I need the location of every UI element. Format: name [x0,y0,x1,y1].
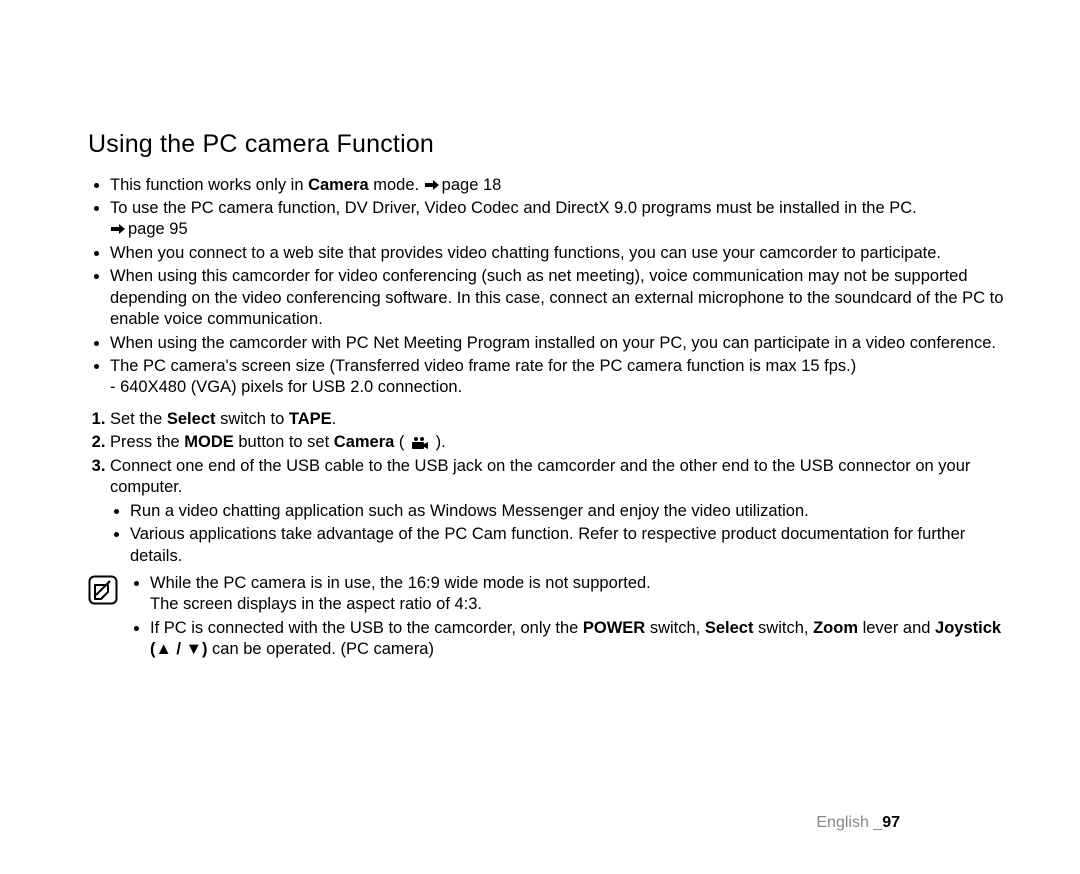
step-item: Connect one end of the USB cable to the … [110,456,1016,567]
text: can be operated. (PC camera) [207,640,434,658]
page-footer: English _97 [816,813,900,834]
bullet-item: This function works only in Camera mode.… [110,175,1016,196]
bullet-item: When you connect to a web site that prov… [110,243,1016,264]
text: ). [431,433,446,451]
steps-list: Set the Select switch to TAPE. Press the… [88,409,1016,567]
intro-bullets: This function works only in Camera mode.… [88,175,1016,399]
page-ref: page 95 [110,220,188,238]
bullet-item: When using this camcorder for video conf… [110,266,1016,330]
footer-page-number: 97 [882,814,900,831]
text: Set the [110,410,167,428]
text: Connect one end of the USB cable to the … [110,457,970,496]
footer-lang: English [816,814,873,831]
text: button to set [234,433,334,451]
step-sub-bullets: Run a video chatting application such as… [110,501,1016,567]
text: While the PC camera is in use, the 16:9 … [150,574,651,592]
text: The PC camera's screen size (Transferred… [110,357,856,375]
footer-sep: _ [873,814,882,831]
manual-page: Using the PC camera Function This functi… [0,0,1080,874]
text: switch, [645,619,705,637]
bold: MODE [184,433,234,451]
note-item: While the PC camera is in use, the 16:9 … [150,573,1016,616]
bold: Select [167,410,216,428]
note-item: If PC is connected with the USB to the c… [150,618,1016,661]
ref-text: page 18 [442,176,502,194]
ref-text: page 95 [128,220,188,238]
bold: Camera [334,433,395,451]
text: - 640X480 (VGA) pixels for USB 2.0 conne… [110,378,462,396]
bold: Zoom [813,619,858,637]
sub-bullet: Run a video chatting application such as… [130,501,1016,522]
text: lever and [858,619,935,637]
text: If PC is connected with the USB to the c… [150,619,583,637]
text: The screen displays in the aspect ratio … [150,595,482,613]
text: / [172,640,186,658]
note-block: While the PC camera is in use, the 16:9 … [88,573,1016,663]
step-item: Set the Select switch to TAPE. [110,409,1016,430]
bold: TAPE [289,410,332,428]
triangle-up-icon: ▲ [156,640,172,658]
text: To use the PC camera function, DV Driver… [110,199,917,217]
text: . [332,410,337,428]
text: switch to [216,410,289,428]
page-ref: page 18 [424,176,502,194]
triangle-down-icon: ▼ [186,640,202,658]
page-title: Using the PC camera Function [88,128,1016,161]
arrow-right-icon [110,223,126,235]
arrow-right-icon [424,179,440,191]
bullet-item: The PC camera's screen size (Transferred… [110,356,1016,399]
note-bullets: While the PC camera is in use, the 16:9 … [130,573,1016,663]
bullet-item: When using the camcorder with PC Net Mee… [110,333,1016,354]
text: mode. [369,176,424,194]
note-icon [88,575,118,605]
bold: POWER [583,619,645,637]
text: switch, [753,619,813,637]
camera-icon [411,436,429,450]
sub-bullet: Various applications take advantage of t… [130,524,1016,567]
text: Press the [110,433,184,451]
bullet-item: To use the PC camera function, DV Driver… [110,198,1016,241]
text: ( [394,433,409,451]
bold: Camera [308,176,369,194]
bold: Select [705,619,754,637]
step-item: Press the MODE button to set Camera ( ). [110,432,1016,453]
text: This function works only in [110,176,308,194]
